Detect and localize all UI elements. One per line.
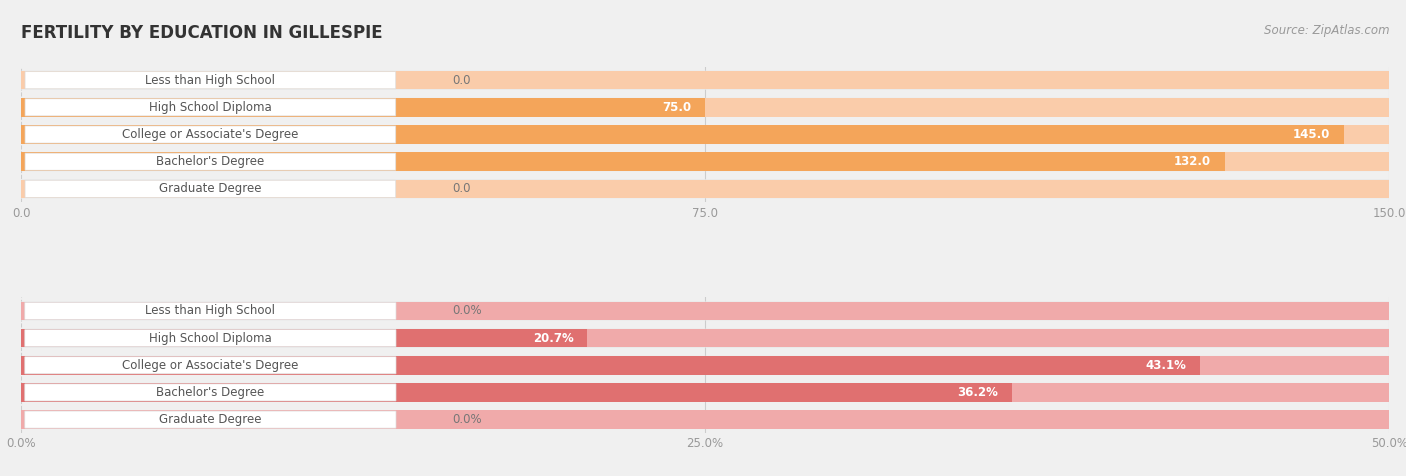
Bar [21, 356, 1201, 375]
FancyBboxPatch shape [21, 383, 1389, 402]
Bar [21, 329, 588, 347]
FancyBboxPatch shape [25, 357, 396, 374]
FancyBboxPatch shape [25, 126, 395, 143]
Text: 0.0%: 0.0% [451, 305, 482, 317]
Bar [21, 410, 1389, 429]
Bar [21, 98, 1389, 117]
Bar [21, 383, 1011, 402]
FancyBboxPatch shape [21, 125, 1389, 144]
FancyBboxPatch shape [25, 384, 396, 401]
Text: 0.0%: 0.0% [451, 413, 482, 426]
FancyBboxPatch shape [21, 98, 1389, 117]
Text: 75.0: 75.0 [662, 101, 692, 114]
Bar [21, 125, 1389, 144]
Text: Graduate Degree: Graduate Degree [159, 413, 262, 426]
Text: Less than High School: Less than High School [145, 74, 276, 87]
FancyBboxPatch shape [21, 356, 1389, 375]
FancyBboxPatch shape [25, 302, 396, 319]
FancyBboxPatch shape [25, 180, 395, 198]
Text: High School Diploma: High School Diploma [149, 332, 271, 345]
Text: 0.0: 0.0 [451, 182, 471, 195]
FancyBboxPatch shape [21, 301, 1389, 320]
Text: Graduate Degree: Graduate Degree [159, 182, 262, 195]
FancyBboxPatch shape [25, 411, 396, 428]
Bar [21, 152, 1225, 171]
FancyBboxPatch shape [25, 329, 396, 347]
FancyBboxPatch shape [21, 328, 1389, 347]
FancyBboxPatch shape [25, 99, 395, 116]
Text: 20.7%: 20.7% [533, 332, 574, 345]
FancyBboxPatch shape [21, 71, 1389, 89]
FancyBboxPatch shape [21, 179, 1389, 198]
Text: Source: ZipAtlas.com: Source: ZipAtlas.com [1264, 24, 1389, 37]
Text: Less than High School: Less than High School [145, 305, 276, 317]
FancyBboxPatch shape [21, 152, 1389, 171]
Text: 36.2%: 36.2% [957, 386, 998, 399]
Bar [21, 356, 1389, 375]
Text: 43.1%: 43.1% [1146, 359, 1187, 372]
Bar [21, 71, 1389, 89]
FancyBboxPatch shape [25, 153, 395, 170]
Bar [21, 383, 1389, 402]
FancyBboxPatch shape [21, 410, 1389, 429]
Text: 0.0: 0.0 [451, 74, 471, 87]
Bar [21, 179, 1389, 198]
Text: Bachelor's Degree: Bachelor's Degree [156, 155, 264, 168]
Text: FERTILITY BY EDUCATION IN GILLESPIE: FERTILITY BY EDUCATION IN GILLESPIE [21, 24, 382, 42]
Bar [21, 98, 706, 117]
Text: College or Associate's Degree: College or Associate's Degree [122, 359, 298, 372]
Bar [21, 329, 1389, 347]
Bar [21, 152, 1389, 171]
Text: High School Diploma: High School Diploma [149, 101, 271, 114]
Text: 132.0: 132.0 [1174, 155, 1212, 168]
Text: 145.0: 145.0 [1292, 128, 1330, 141]
Text: Bachelor's Degree: Bachelor's Degree [156, 386, 264, 399]
FancyBboxPatch shape [25, 72, 395, 89]
Text: College or Associate's Degree: College or Associate's Degree [122, 128, 298, 141]
Bar [21, 302, 1389, 320]
Bar [21, 125, 1344, 144]
